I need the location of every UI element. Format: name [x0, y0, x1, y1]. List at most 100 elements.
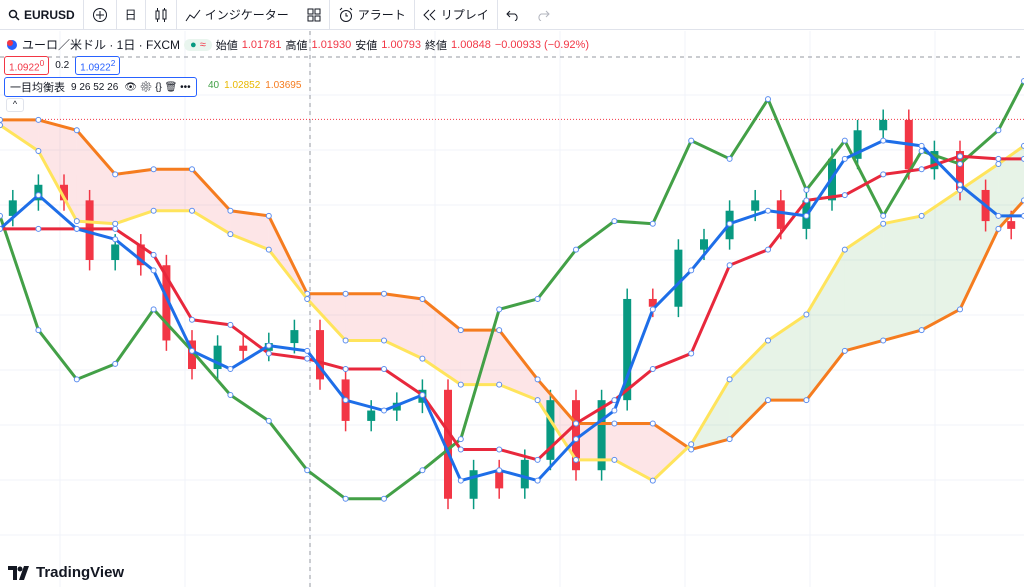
vertex-point — [35, 225, 42, 232]
vertex-point — [265, 342, 272, 349]
vertex-point — [765, 96, 771, 103]
vertex-point — [1021, 212, 1024, 219]
vertex-point — [726, 155, 733, 162]
vertex-point — [995, 155, 1002, 162]
vertex-point — [688, 441, 695, 448]
candle-body — [316, 330, 324, 380]
vertex-point — [573, 456, 579, 463]
vertex-point — [419, 391, 426, 398]
buy-button[interactable]: 1.09222 — [75, 56, 121, 76]
market-status: ● ≈ — [184, 38, 212, 51]
vertex-point — [880, 212, 887, 219]
vertex-point — [227, 391, 234, 398]
candle-body — [879, 119, 888, 131]
vertex-point — [0, 225, 3, 232]
cloud — [652, 423, 692, 481]
vertex-point — [611, 420, 618, 427]
candle-body — [444, 389, 452, 499]
cloud — [844, 223, 884, 351]
vertex-point — [1021, 142, 1024, 149]
compare-button[interactable] — [84, 0, 117, 30]
ask-sup: 2 — [110, 58, 116, 68]
high: 1.01930 — [311, 38, 352, 51]
vertex-point — [649, 420, 656, 427]
vertex-point — [765, 397, 771, 404]
collapse-button[interactable]: ^ — [6, 98, 24, 112]
vertex-point — [419, 295, 426, 302]
vertex-point — [841, 137, 848, 144]
vertex-point — [304, 355, 311, 362]
symbol-button[interactable]: EURUSD — [0, 0, 84, 30]
vertex-point — [534, 477, 541, 484]
vertex-point — [227, 321, 234, 328]
cloud — [883, 215, 922, 341]
replay-button[interactable]: リプレイ — [415, 0, 498, 30]
vertex-point — [265, 417, 272, 424]
candle-body — [213, 345, 222, 370]
vertex-point — [841, 246, 848, 253]
candle-body — [290, 330, 299, 344]
vertex-point — [342, 397, 349, 404]
cloud — [729, 340, 768, 440]
vertex-point — [880, 171, 887, 178]
vertex-point — [457, 477, 464, 484]
ichimoku-line — [0, 139, 1024, 483]
vertex-point — [457, 436, 464, 443]
vertex-point — [649, 306, 656, 313]
vertex-point — [995, 127, 1002, 134]
undo-button[interactable] — [498, 0, 528, 30]
bid: 1.0922 — [9, 62, 40, 74]
indicators-button[interactable]: インジケーター — [177, 0, 330, 30]
candle-body — [111, 244, 120, 261]
cloud — [998, 145, 1024, 229]
vertex-point — [189, 316, 195, 323]
vertex-point — [35, 116, 42, 123]
vertex-point — [995, 212, 1002, 219]
vertex-point — [534, 397, 541, 404]
indicator-params: 9 26 52 26 — [71, 81, 119, 93]
indicator-row[interactable]: 一目均衡表 9 26 52 26 👁 ⚙ {} 🗑 ••• — [4, 77, 197, 97]
candle-body — [956, 151, 964, 190]
vertex-point — [841, 192, 848, 199]
vertex-point — [726, 376, 733, 383]
vertex-point — [419, 355, 426, 362]
logo-text: TradingView — [36, 564, 125, 581]
vertex-point — [227, 231, 234, 238]
vertex-point — [765, 337, 771, 344]
candle-body — [495, 470, 504, 489]
candle-body — [700, 239, 708, 250]
redo-button[interactable] — [528, 0, 558, 30]
vertex-point — [765, 246, 771, 253]
layout-icon — [307, 8, 321, 21]
vertex-point — [381, 290, 387, 297]
cloud — [230, 210, 269, 250]
vertex-point — [841, 347, 848, 354]
vertex-point — [150, 207, 157, 214]
redo-icon — [538, 10, 550, 21]
candle-body — [188, 340, 196, 370]
chart-type-button[interactable] — [146, 0, 177, 30]
vertex-point — [803, 186, 810, 193]
alert-button[interactable]: アラート — [330, 0, 415, 30]
sell-button[interactable]: 1.09220 — [4, 56, 50, 76]
indicator-v2: 1.02852 — [224, 80, 261, 91]
interval-button[interactable]: 日 — [117, 0, 146, 30]
vertex-point — [496, 381, 503, 388]
plus-icon — [92, 7, 107, 22]
vertex-point — [534, 376, 541, 383]
vertex-point — [342, 495, 349, 502]
candle-body — [751, 200, 760, 211]
vertex-point — [803, 311, 810, 318]
vertex-point — [265, 246, 272, 253]
cloud — [38, 119, 77, 222]
trade-row: 1.09220 0.2 1.09222 — [4, 56, 121, 76]
undo-icon — [506, 10, 518, 21]
vertex-point — [841, 155, 848, 162]
vertex-point — [112, 360, 119, 367]
close-label: 終値 — [425, 39, 448, 52]
vertex-point — [112, 236, 119, 243]
bid-sup: 0 — [39, 58, 45, 68]
vertex-point — [688, 267, 695, 274]
ichimoku-line — [0, 118, 1024, 451]
